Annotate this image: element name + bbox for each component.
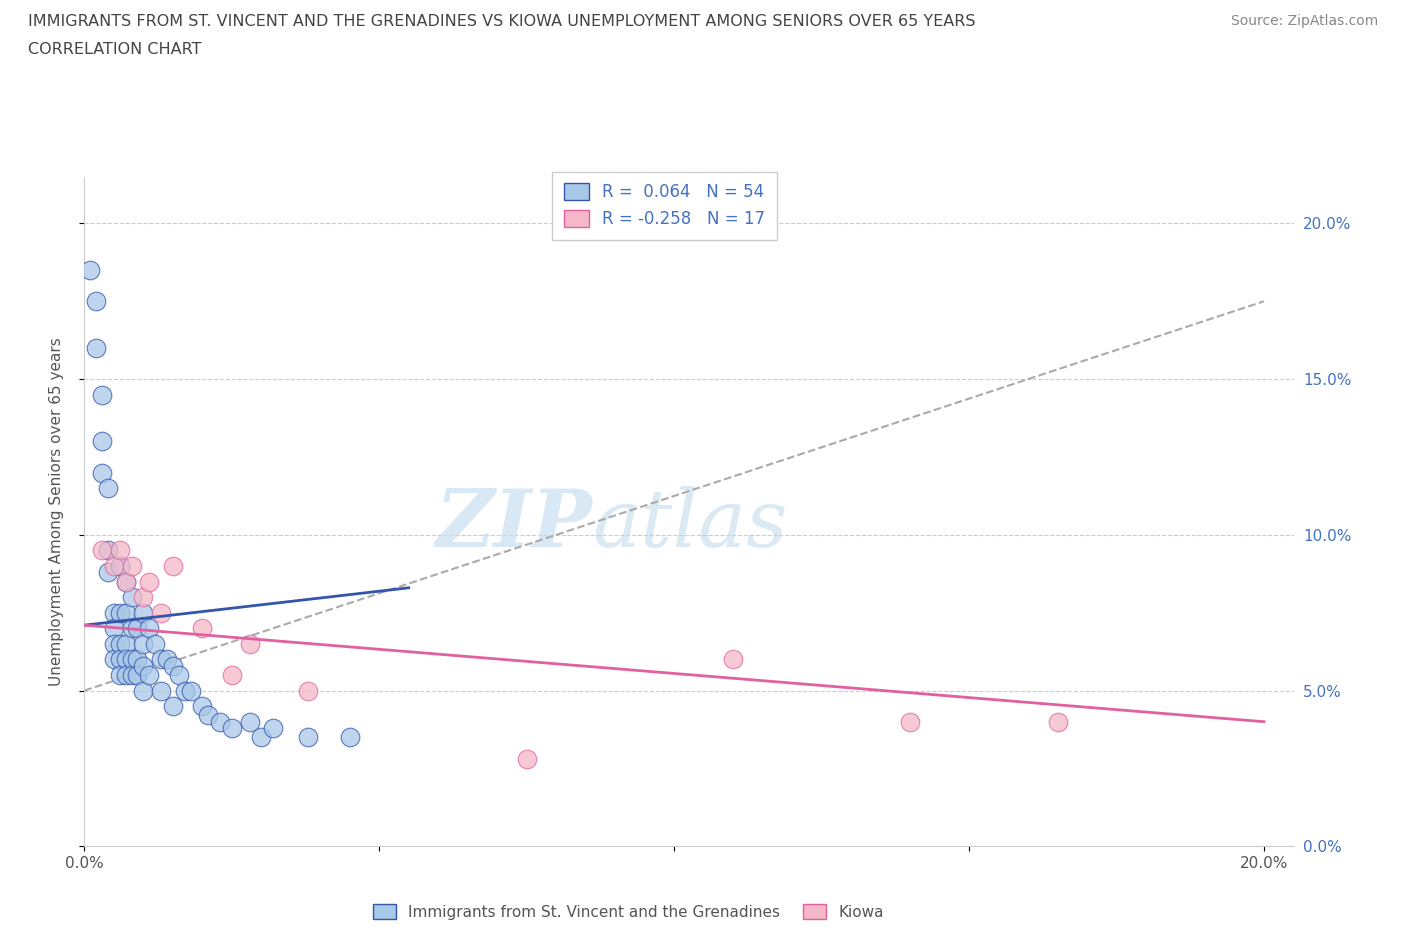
Point [91, 387, 114, 402]
Point [150, 684, 173, 698]
Point [143, 636, 166, 651]
Point [91, 434, 114, 449]
Point [114, 574, 136, 589]
Point [121, 668, 143, 683]
Point [132, 636, 155, 651]
Point [250, 730, 273, 745]
Point [103, 559, 125, 574]
Point [162, 559, 184, 574]
Point [156, 652, 179, 667]
Point [167, 668, 190, 683]
Point [114, 605, 136, 620]
Point [114, 668, 136, 683]
Point [103, 652, 125, 667]
Point [108, 559, 131, 574]
Point [297, 730, 319, 745]
Point [898, 714, 921, 729]
Point [191, 698, 214, 713]
Point [132, 658, 155, 673]
Point [103, 636, 125, 651]
Point [121, 590, 143, 604]
Point [84, 340, 107, 355]
Point [339, 730, 361, 745]
Point [221, 721, 243, 736]
Point [108, 543, 131, 558]
Point [162, 658, 184, 673]
Point [127, 621, 149, 636]
Point [103, 621, 125, 636]
Point [79, 262, 101, 277]
Point [150, 605, 173, 620]
Point [127, 652, 149, 667]
Point [97, 565, 120, 579]
Legend: Immigrants from St. Vincent and the Grenadines, Kiowa: Immigrants from St. Vincent and the Gren… [367, 897, 890, 925]
Point [108, 668, 131, 683]
Point [1046, 714, 1069, 729]
Point [516, 751, 538, 766]
Point [127, 668, 149, 683]
Point [138, 668, 160, 683]
Text: atlas: atlas [592, 486, 787, 564]
Point [114, 652, 136, 667]
Point [84, 294, 107, 309]
Point [121, 621, 143, 636]
Point [91, 465, 114, 480]
Point [208, 714, 231, 729]
Point [132, 605, 155, 620]
Point [121, 652, 143, 667]
Point [97, 543, 120, 558]
Point [91, 543, 114, 558]
Y-axis label: Unemployment Among Seniors over 65 years: Unemployment Among Seniors over 65 years [49, 338, 63, 686]
Point [221, 668, 243, 683]
Point [297, 684, 319, 698]
Point [191, 621, 214, 636]
Point [150, 652, 173, 667]
Point [121, 559, 143, 574]
Point [721, 652, 744, 667]
Point [132, 590, 155, 604]
Point [103, 605, 125, 620]
Text: CORRELATION CHART: CORRELATION CHART [28, 42, 201, 57]
Point [197, 708, 219, 723]
Point [97, 481, 120, 496]
Point [108, 636, 131, 651]
Point [162, 698, 184, 713]
Point [108, 605, 131, 620]
Point [262, 721, 284, 736]
Text: IMMIGRANTS FROM ST. VINCENT AND THE GRENADINES VS KIOWA UNEMPLOYMENT AMONG SENIO: IMMIGRANTS FROM ST. VINCENT AND THE GREN… [28, 14, 976, 29]
Point [108, 652, 131, 667]
Point [132, 684, 155, 698]
Text: Source: ZipAtlas.com: Source: ZipAtlas.com [1230, 14, 1378, 28]
Point [238, 636, 260, 651]
Point [138, 621, 160, 636]
Point [173, 684, 195, 698]
Text: ZIP: ZIP [436, 486, 592, 564]
Point [114, 636, 136, 651]
Point [114, 574, 136, 589]
Point [138, 574, 160, 589]
Point [238, 714, 260, 729]
Point [180, 684, 202, 698]
